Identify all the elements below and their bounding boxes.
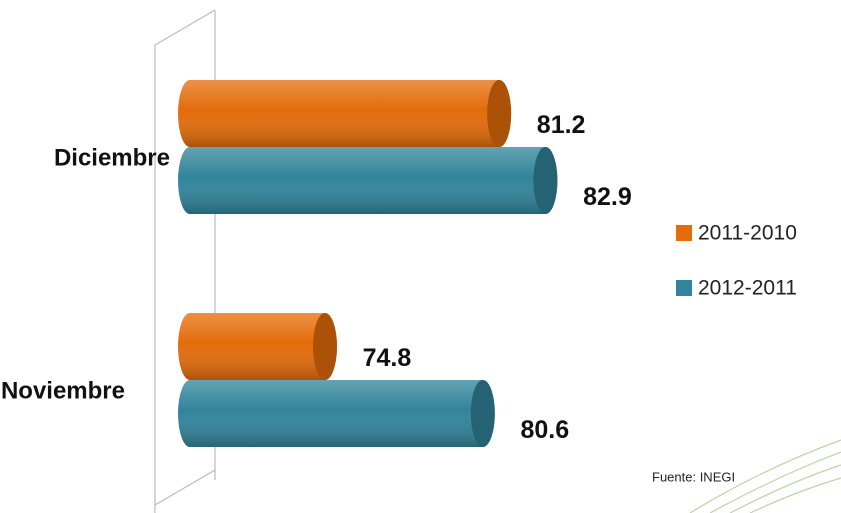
value-label: 80.6: [520, 416, 569, 444]
value-label: 82.9: [583, 183, 632, 211]
bar-shading: [178, 147, 558, 214]
value-label: 74.8: [363, 344, 412, 372]
legend-swatch: [676, 280, 692, 296]
category-label: Diciembre: [54, 144, 170, 171]
bar-shading: [178, 380, 495, 447]
category-label: Noviembre: [1, 377, 125, 404]
bar-shading: [178, 313, 337, 380]
source-note: Fuente: INEGI: [652, 469, 735, 484]
bar-shading: [178, 80, 512, 147]
bar-cap: [487, 80, 512, 147]
decoration-swoosh: [689, 439, 841, 513]
bar-cap: [312, 313, 337, 380]
wall: [154, 9, 216, 513]
legend-swatch: [676, 225, 692, 241]
legend-label: 2011-2010: [698, 222, 797, 245]
bar-cap: [533, 147, 558, 214]
value-label: 81.2: [537, 111, 586, 139]
bar-cap: [470, 380, 495, 447]
legend-label: 2012-2011: [698, 277, 797, 300]
